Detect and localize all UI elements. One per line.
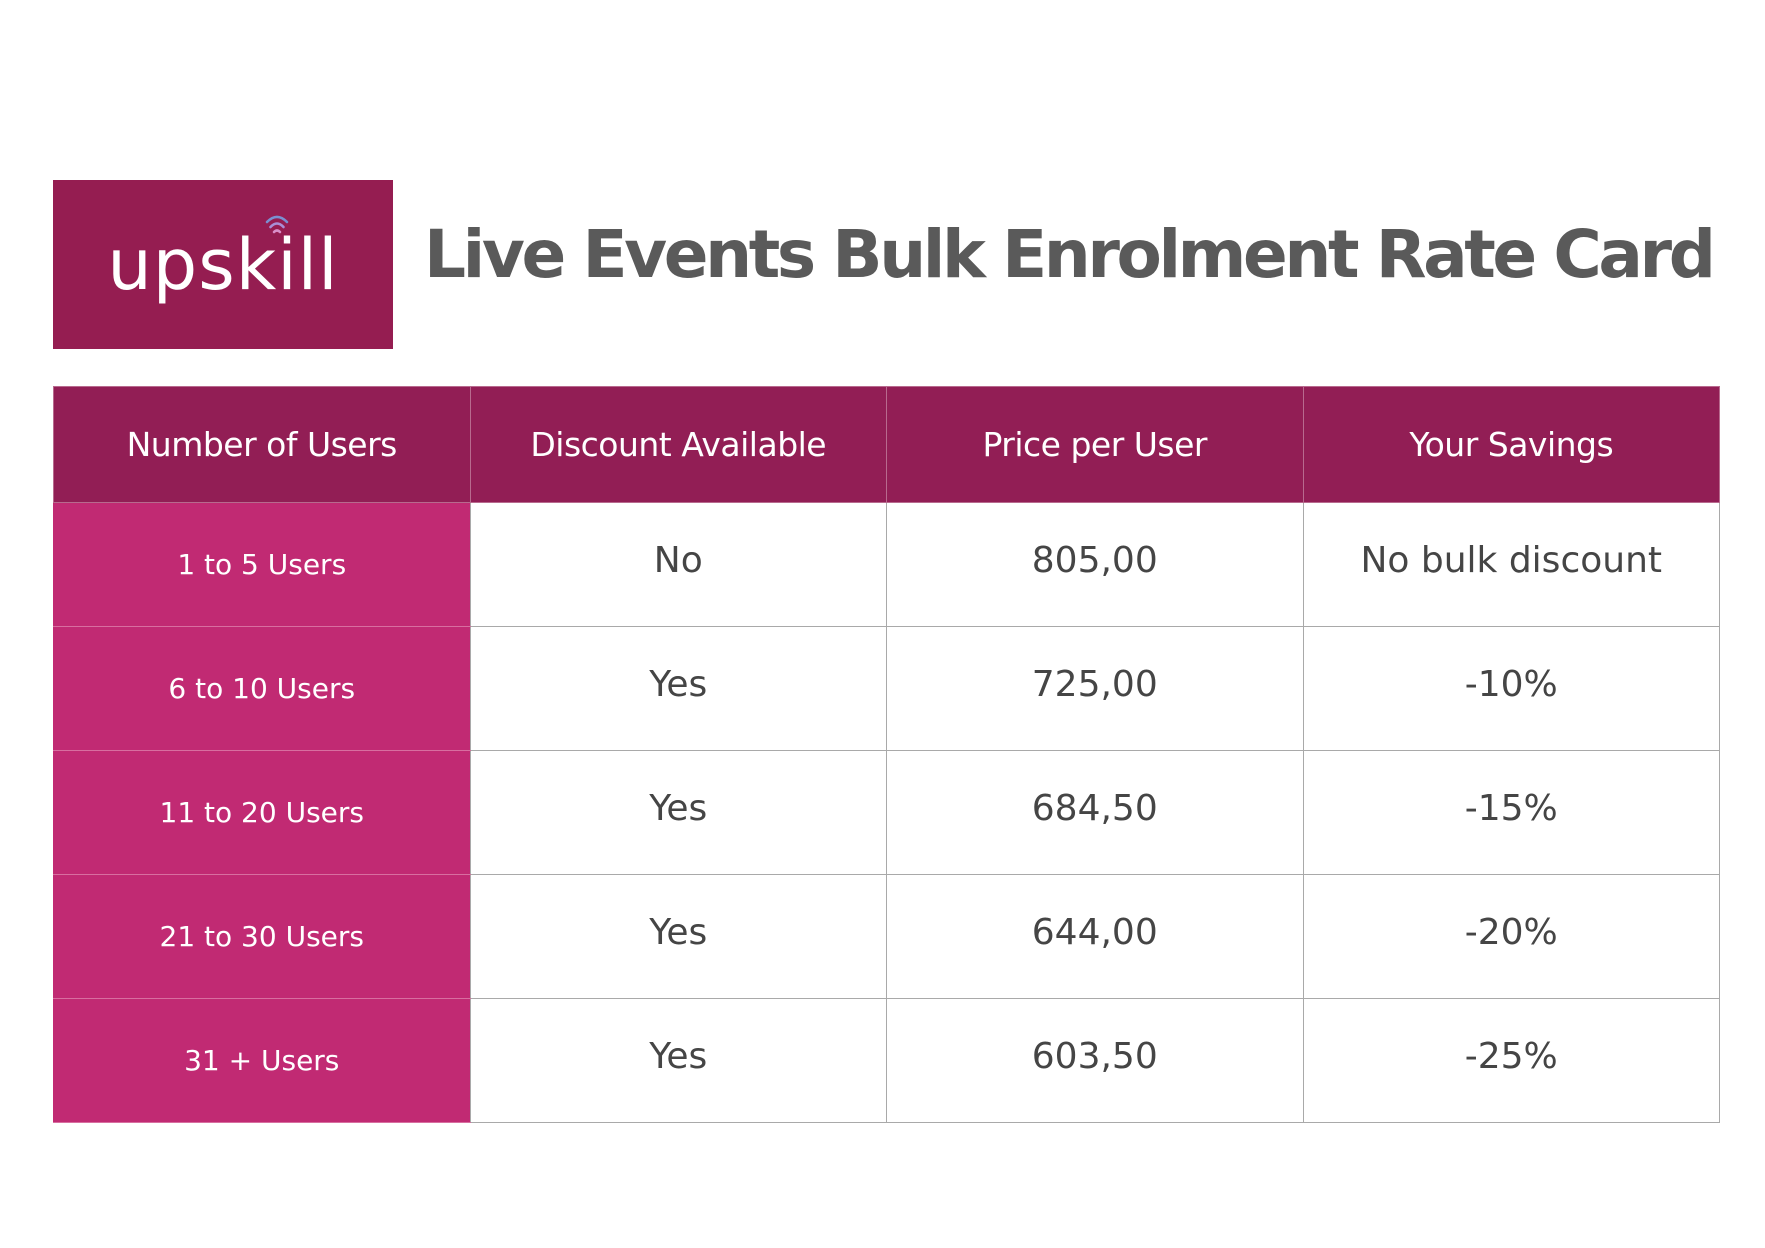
price-cell: 684,50 [886,750,1304,875]
table-header-row: Number of Users Discount Available Price… [53,386,1720,503]
table-row: 21 to 30 Users Yes 644,00 -20% [53,874,1720,999]
header-discount-available: Discount Available [469,386,887,503]
users-cell: 31 + Users [53,998,470,1123]
users-cell: 6 to 10 Users [53,626,470,751]
table-row: 31 + Users Yes 603,50 -25% [53,998,1720,1123]
signal-waves-icon [266,215,289,233]
header-price-per-user: Price per User [886,386,1304,503]
discount-cell: Yes [469,626,887,751]
discount-cell: No [469,502,887,627]
savings-cell: -25% [1302,998,1720,1123]
header-number-of-users: Number of Users [53,386,471,503]
savings-cell: -15% [1302,750,1720,875]
savings-cell: -20% [1302,874,1720,999]
page-title: Live Events Bulk Enrolment Rate Card [424,216,1716,293]
upskill-logo: upskill [53,180,393,349]
price-cell: 603,50 [886,998,1304,1123]
discount-cell: Yes [469,998,887,1123]
logo-text: upskill [107,223,339,306]
price-cell: 644,00 [886,874,1304,999]
users-cell: 1 to 5 Users [53,502,470,627]
rate-card-table: Number of Users Discount Available Price… [53,386,1720,1123]
table-row: 11 to 20 Users Yes 684,50 -15% [53,750,1720,875]
table-row: 1 to 5 Users No 805,00 No bulk discount [53,502,1720,627]
header-your-savings: Your Savings [1302,386,1720,503]
logo-mark: upskill [107,215,338,300]
table-row: 6 to 10 Users Yes 725,00 -10% [53,626,1720,751]
discount-cell: Yes [469,874,887,999]
discount-cell: Yes [469,750,887,875]
savings-cell: No bulk discount [1302,502,1720,627]
savings-cell: -10% [1302,626,1720,751]
price-cell: 725,00 [886,626,1304,751]
users-cell: 21 to 30 Users [53,874,470,999]
users-cell: 11 to 20 Users [53,750,470,875]
price-cell: 805,00 [886,502,1304,627]
